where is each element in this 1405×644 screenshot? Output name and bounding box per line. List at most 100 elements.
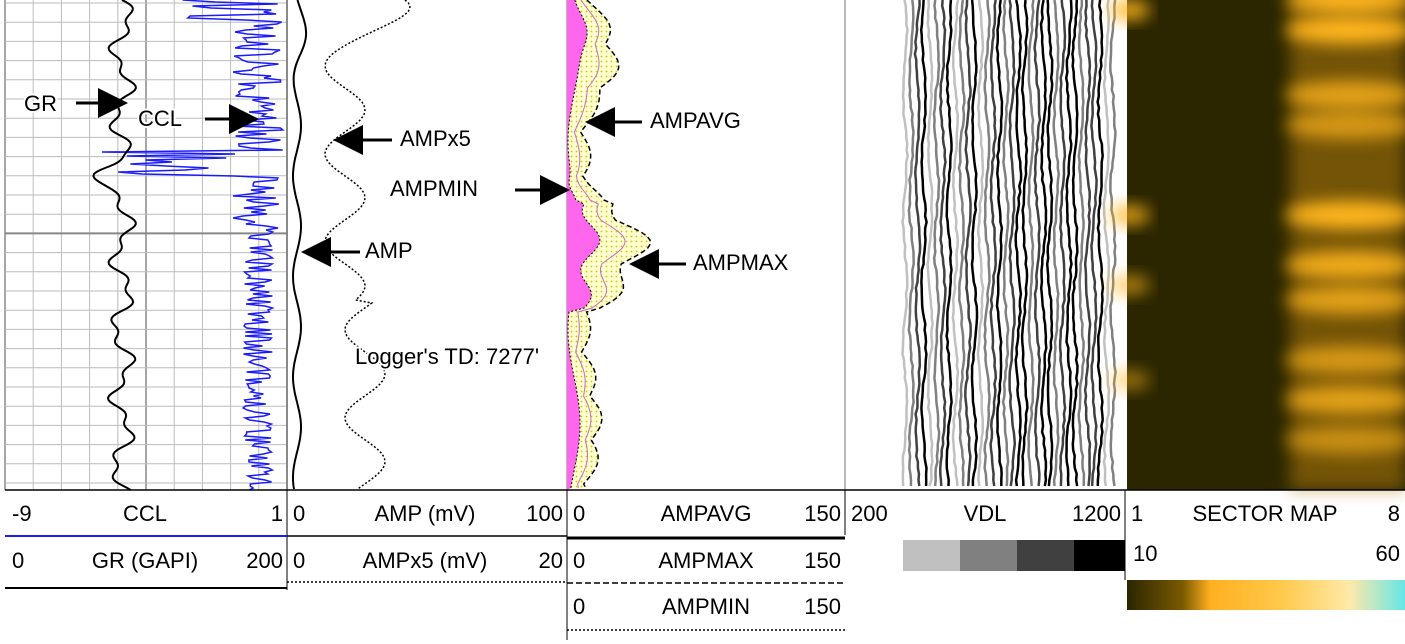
vdl-trace (995, 0, 1004, 486)
vdl-trace (1039, 0, 1048, 487)
vdl-trace (907, 0, 915, 487)
vdl-swatch (1074, 540, 1125, 571)
scale-left: 0 (573, 548, 585, 573)
ccl-curve (92, 0, 137, 491)
sector-blob (1110, 0, 1150, 20)
sector-blob (1110, 205, 1150, 225)
gr-curve (101, 0, 285, 491)
vdl-trace (983, 0, 991, 487)
amp-curve (291, 0, 308, 490)
vdl-trace (989, 0, 998, 487)
ampmax-curve (579, 0, 652, 489)
annotation: Logger's TD: 7277' (355, 344, 539, 369)
scale-left: 200 (851, 501, 888, 526)
vdl-trace (1027, 0, 1035, 487)
vdl-trace (964, 0, 972, 487)
colorbar-max: 60 (1376, 541, 1400, 566)
annotation: CCL (138, 106, 182, 131)
colorbar-min: 10 (1133, 541, 1157, 566)
sector-blob (1285, 201, 1405, 229)
annotation: AMP (365, 238, 413, 263)
sector-blob (1285, 0, 1405, 14)
vdl-trace (1083, 0, 1092, 487)
scale-name: AMPx5 (mV) (363, 548, 488, 573)
vdl-trace (1001, 0, 1010, 487)
scale-right: 150 (804, 594, 841, 619)
sector-blob (1285, 426, 1405, 454)
sector-right (1290, 0, 1405, 490)
scale-name: AMPMIN (662, 594, 750, 619)
scale-name: AMP (mV) (374, 501, 475, 526)
scale-right: 8 (1388, 501, 1400, 526)
scale-right: 200 (246, 548, 283, 573)
scale-right: 1 (271, 501, 283, 526)
vdl-trace (1077, 0, 1086, 487)
scale-left: 1 (1131, 501, 1143, 526)
vdl-trace (1045, 0, 1054, 487)
sector-blob (1285, 346, 1405, 374)
sector-blob (1285, 286, 1405, 314)
scale-name: GR (GAPI) (92, 548, 198, 573)
annotations: GR CCL AMPx5 AMPAVG AMPMIN AMP AMPMAX Lo… (22, 88, 791, 371)
vdl-trace (913, 0, 922, 487)
scale-right: 150 (804, 548, 841, 573)
sector-blob (1285, 251, 1405, 279)
scale-left: 0 (293, 548, 305, 573)
sector-blob (1285, 81, 1405, 109)
vdl-trace (976, 0, 985, 487)
scale-left: 0 (573, 594, 585, 619)
sector-blob (1110, 370, 1150, 390)
vdl-trace (1090, 0, 1098, 487)
vdl-trace (957, 0, 966, 487)
sector-map (1110, 0, 1405, 490)
ampmin-curve (567, 0, 601, 489)
vdl-trace (1033, 0, 1042, 487)
vdl-trace (970, 0, 979, 486)
vdl-trace (932, 0, 941, 487)
sector-blob (1110, 275, 1150, 295)
scale-name: CCL (123, 501, 167, 526)
annotation: AMPx5 (400, 126, 471, 151)
annotation: AMPAVG (650, 108, 741, 133)
vdl-trace (1052, 0, 1061, 487)
scale-name: AMPAVG (661, 501, 752, 526)
scale-left: 0 (293, 501, 305, 526)
vdl-trace (1058, 0, 1067, 487)
vdl-trace (1102, 0, 1111, 487)
scale-name: AMPMAX (658, 548, 754, 573)
colorbar (1127, 580, 1405, 610)
vdl-trace (1096, 0, 1105, 487)
vdl-trace (945, 0, 953, 487)
annotation: AMPMAX (693, 250, 789, 275)
vdl-trace (919, 0, 928, 487)
sector-blob (1285, 386, 1405, 414)
header: -9 CCL 1 0 GR (GAPI) 200 0 AMP (mV) 100 … (5, 489, 1405, 640)
vdl-trace (901, 0, 909, 487)
scale-name: SECTOR MAP (1192, 501, 1337, 526)
scale-left: 0 (12, 548, 24, 573)
vdl-swatch (1017, 540, 1074, 571)
vdl-trace (1020, 0, 1029, 487)
scale-right: 1200 (1072, 501, 1121, 526)
annotation: AMPMIN (390, 176, 478, 201)
vdl-trace (1014, 0, 1023, 487)
grid (4, 0, 846, 490)
vdl-trace (1008, 0, 1017, 487)
scale-right: 20 (539, 548, 563, 573)
vdl-trace (926, 0, 934, 487)
scale-right: 100 (526, 501, 563, 526)
ampmin-fill (567, 0, 600, 490)
sector-blob (1285, 111, 1405, 139)
sector-blob (1285, 16, 1405, 44)
vdl-trace (939, 0, 947, 487)
vdl-trace (951, 0, 960, 487)
ampavg-curve (573, 0, 626, 489)
scale-right: 150 (804, 501, 841, 526)
vdl-trace (1064, 0, 1073, 487)
vdl-image (901, 0, 1117, 487)
vdl-swatch (960, 540, 1017, 571)
scale-left: -9 (12, 501, 32, 526)
scale-name: VDL (964, 501, 1007, 526)
vdl-trace (1071, 0, 1079, 487)
